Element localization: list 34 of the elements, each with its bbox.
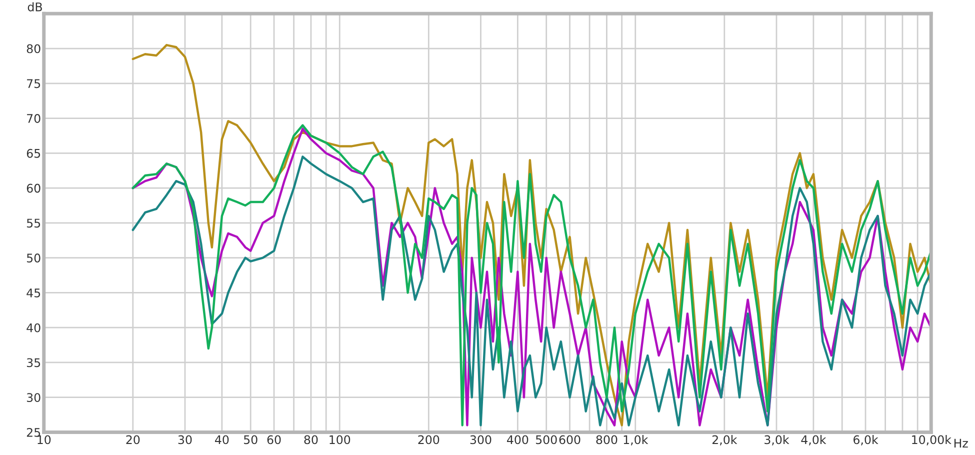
x-tick-label: 200 — [418, 435, 440, 444]
y-tick-label: 40 — [26, 323, 40, 332]
y-tick-label: 75 — [27, 79, 40, 88]
x-tick-label: 10 — [38, 435, 51, 444]
x-tick-label: 800 — [596, 435, 618, 444]
y-axis-title: dB — [28, 2, 42, 12]
x-tick-label: 4,0k — [801, 435, 826, 446]
x-tick-label: 20 — [126, 435, 140, 444]
x-tick-label: 50 — [244, 435, 258, 444]
y-tick-label: 60 — [26, 184, 40, 193]
y-tick-label: 80 — [26, 44, 40, 54]
x-tick-label: 500 — [536, 435, 557, 444]
x-tick-label: 80 — [304, 435, 318, 444]
y-tick-label: 55 — [26, 218, 40, 228]
x-tick-label: 600 — [559, 435, 580, 444]
x-tick-label: 100 — [330, 435, 350, 444]
x-axis-title: Hz — [954, 438, 968, 448]
y-tick-label: 35 — [26, 358, 40, 368]
y-tick-label: 30 — [26, 393, 40, 402]
x-tick-label: 10,00k — [912, 435, 952, 446]
x-tick-label: 60 — [267, 435, 281, 444]
x-tick-label: 400 — [506, 435, 528, 444]
y-tick-label: 65 — [26, 148, 40, 158]
y-tick-label: 45 — [26, 288, 40, 298]
x-tick-label: 6,0k — [854, 435, 878, 446]
x-tick-label: 2,0k — [712, 435, 738, 446]
x-tick-label: 30 — [178, 435, 192, 444]
x-tick-label: 300 — [470, 435, 492, 444]
x-tick-label: 40 — [215, 435, 229, 444]
y-tick-label: 50 — [26, 254, 40, 262]
x-tick-label: 3,0k — [764, 435, 790, 446]
y-tick-label: 70 — [27, 114, 40, 123]
y-tick-label: 25 — [26, 428, 40, 437]
x-tick-label: 1,0k — [624, 435, 648, 446]
